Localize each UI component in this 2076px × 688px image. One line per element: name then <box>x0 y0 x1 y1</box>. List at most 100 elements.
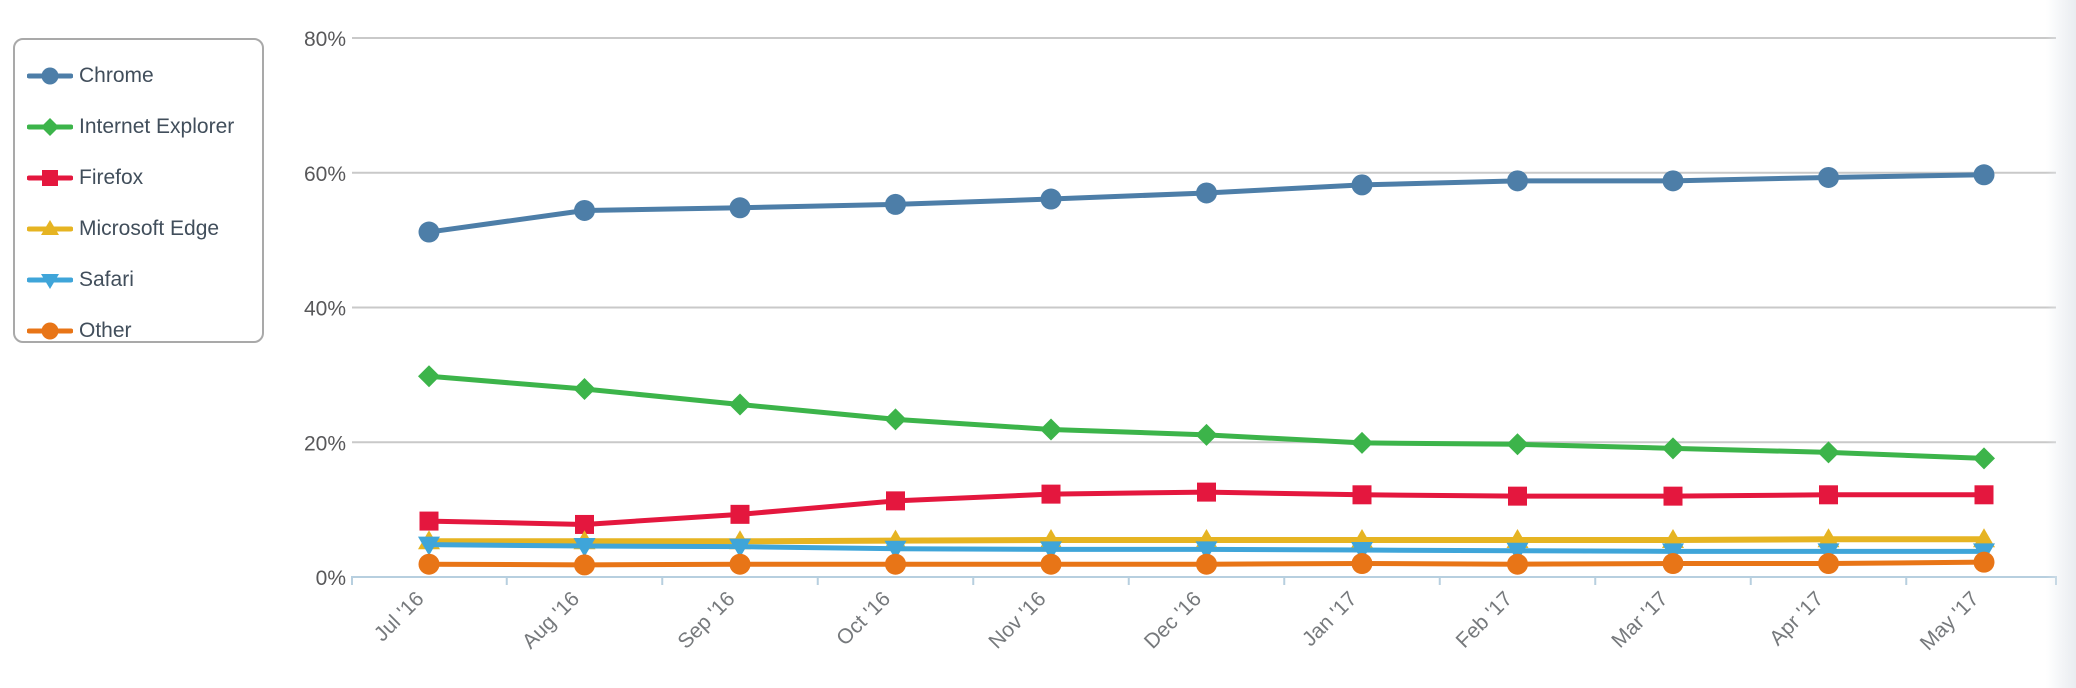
marker-4-1[interactable] <box>573 538 596 558</box>
y-axis-label-80: 80% <box>304 28 346 51</box>
x-axis-label-7: Jan '17 <box>1298 587 1362 651</box>
diamond-icon <box>27 117 73 136</box>
legend-label: Chrome <box>79 63 154 87</box>
marker-2-10[interactable] <box>1974 485 1994 505</box>
x-axis-label-5: Nov '16 <box>984 587 1050 653</box>
circle-icon <box>27 67 73 84</box>
marker-1-0[interactable] <box>418 365 440 388</box>
marker-4-2[interactable] <box>729 538 751 558</box>
marker-0-3[interactable] <box>885 193 906 215</box>
marker-4-7[interactable] <box>1506 542 1529 562</box>
marker-3-8[interactable] <box>1662 528 1684 548</box>
x-axis-label-6: Dec '16 <box>1140 587 1206 653</box>
marker-4-8[interactable] <box>1662 543 1684 563</box>
marker-1-8[interactable] <box>1662 437 1684 460</box>
y-axis-label-40: 40% <box>304 298 346 321</box>
marker-2-4[interactable] <box>1041 484 1061 504</box>
marker-1-6[interactable] <box>1351 431 1373 454</box>
marker-4-6[interactable] <box>1351 542 1373 562</box>
marker-2-5[interactable] <box>1197 482 1216 502</box>
marker-5-4[interactable] <box>1040 553 1062 575</box>
marker-0-6[interactable] <box>1351 174 1373 196</box>
x-axis-label-3: Sep '16 <box>673 587 739 653</box>
marker-5-1[interactable] <box>574 554 595 576</box>
x-axis-label-2: Aug '16 <box>518 587 584 653</box>
legend-marker-shape <box>41 219 59 235</box>
marker-5-5[interactable] <box>1196 553 1217 575</box>
marker-0-5[interactable] <box>1196 182 1217 204</box>
marker-5-2[interactable] <box>729 553 751 575</box>
marker-2-3[interactable] <box>886 491 905 511</box>
marker-5-3[interactable] <box>885 553 906 575</box>
marker-2-9[interactable] <box>1819 485 1838 505</box>
series-line-1[interactable] <box>426 373 1987 461</box>
marker-4-5[interactable] <box>1195 541 1218 561</box>
x-axis-label-8: Feb '17 <box>1452 587 1517 652</box>
marker-0-7[interactable] <box>1507 170 1528 192</box>
marker-4-0[interactable] <box>418 536 440 556</box>
x-axis-label-10: Apr '17 <box>1765 587 1828 650</box>
legend-label: Other <box>79 318 132 342</box>
marker-1-3[interactable] <box>884 408 907 431</box>
marker-1-10[interactable] <box>1973 447 1995 470</box>
marker-0-9[interactable] <box>1818 166 1839 188</box>
marker-5-9[interactable] <box>1818 553 1839 575</box>
legend-item-other[interactable]: Other <box>27 305 262 356</box>
x-axis-label-9: Mar '17 <box>1607 587 1672 652</box>
marker-4-4[interactable] <box>1040 541 1062 561</box>
legend-marker-shape <box>41 322 59 339</box>
legend-label: Internet Explorer <box>79 114 235 138</box>
marker-2-6[interactable] <box>1352 485 1372 505</box>
marker-1-5[interactable] <box>1195 423 1218 446</box>
legend-item-microsoft-edge[interactable]: Microsoft Edge <box>27 203 262 254</box>
marker-0-1[interactable] <box>574 199 595 221</box>
legend-item-internet-explorer[interactable]: Internet Explorer <box>27 101 262 152</box>
marker-2-8[interactable] <box>1663 486 1683 506</box>
circle-icon <box>27 322 73 339</box>
legend-label: Safari <box>79 267 134 291</box>
y-axis-label-0: 0% <box>316 567 346 590</box>
marker-0-8[interactable] <box>1662 170 1684 192</box>
triangle-up-icon <box>27 219 73 235</box>
marker-0-4[interactable] <box>1040 188 1062 210</box>
legend-marker-shape <box>42 169 58 186</box>
marker-1-7[interactable] <box>1506 433 1529 456</box>
legend-label: Firefox <box>79 165 144 189</box>
marker-2-7[interactable] <box>1508 486 1527 506</box>
marker-2-2[interactable] <box>730 504 750 524</box>
y-axis-label-60: 60% <box>304 163 346 186</box>
marker-5-6[interactable] <box>1351 553 1373 575</box>
legend-marker-shape <box>41 273 59 289</box>
marker-3-10[interactable] <box>1973 528 1995 548</box>
legend-item-safari[interactable]: Safari <box>27 254 262 305</box>
marker-1-9[interactable] <box>1817 441 1840 464</box>
square-icon <box>27 169 73 186</box>
legend-item-firefox[interactable]: Firefox <box>27 152 262 203</box>
marker-0-0[interactable] <box>418 221 440 243</box>
marker-5-10[interactable] <box>1973 551 1995 573</box>
legend-label: Microsoft Edge <box>79 216 220 240</box>
marker-1-4[interactable] <box>1040 418 1062 441</box>
marker-4-9[interactable] <box>1817 543 1840 563</box>
marker-4-3[interactable] <box>884 540 907 560</box>
legend-item-chrome[interactable]: Chrome <box>27 50 262 101</box>
legend-marker-shape <box>41 117 59 136</box>
triangle-down-icon <box>27 273 73 289</box>
x-axis-label-11: May '17 <box>1916 587 1984 655</box>
marker-5-8[interactable] <box>1662 553 1684 575</box>
marker-0-2[interactable] <box>729 197 751 219</box>
y-axis-label-20: 20% <box>304 432 346 455</box>
marker-5-0[interactable] <box>418 553 440 575</box>
marker-2-1[interactable] <box>575 514 594 534</box>
x-axis-label-1: Jul '16 <box>370 587 429 646</box>
marker-0-10[interactable] <box>1973 164 1995 186</box>
marker-3-9[interactable] <box>1817 528 1840 548</box>
legend-box: Chrome Internet Explorer Firefox Microsoft … <box>13 38 264 343</box>
marker-1-1[interactable] <box>573 378 596 401</box>
marker-5-7[interactable] <box>1507 553 1528 575</box>
marker-1-2[interactable] <box>729 393 751 416</box>
marker-2-0[interactable] <box>419 511 439 531</box>
x-axis-label-4: Oct '16 <box>832 587 895 650</box>
